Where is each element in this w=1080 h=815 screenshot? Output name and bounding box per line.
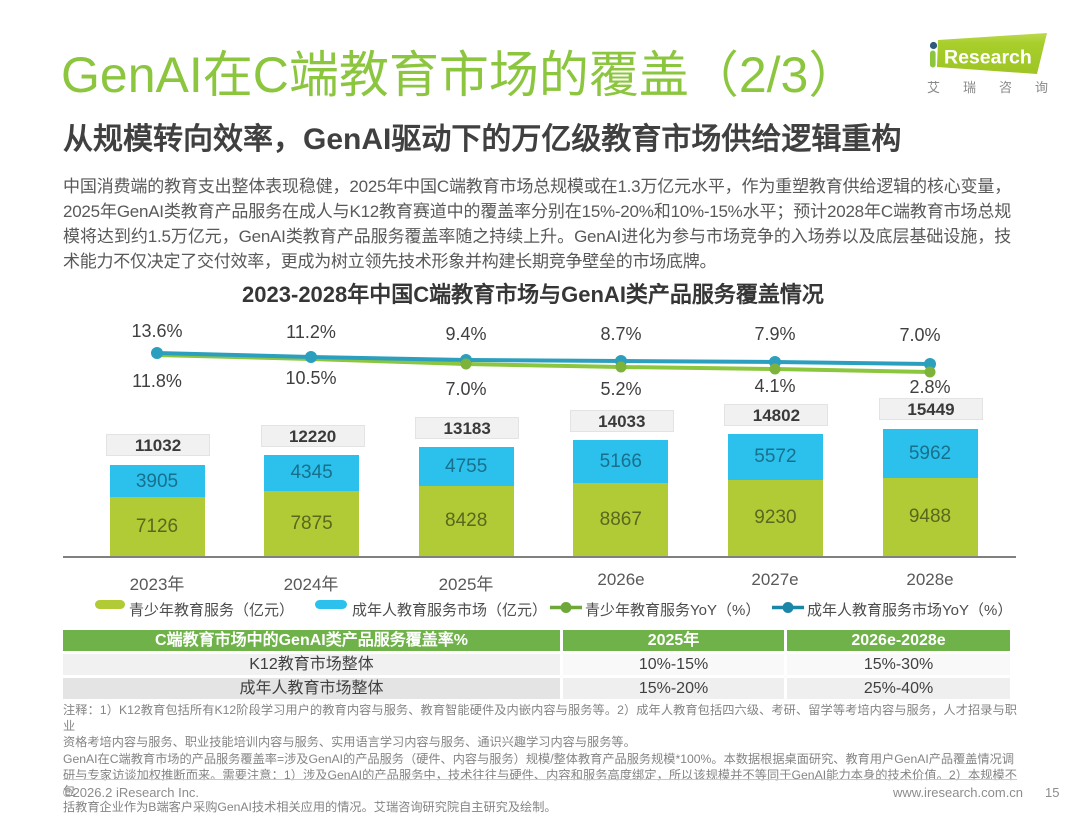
svg-text:艾瑞咨询: 艾瑞咨询 [927, 80, 1060, 95]
svg-text:Research: Research [944, 47, 1032, 69]
